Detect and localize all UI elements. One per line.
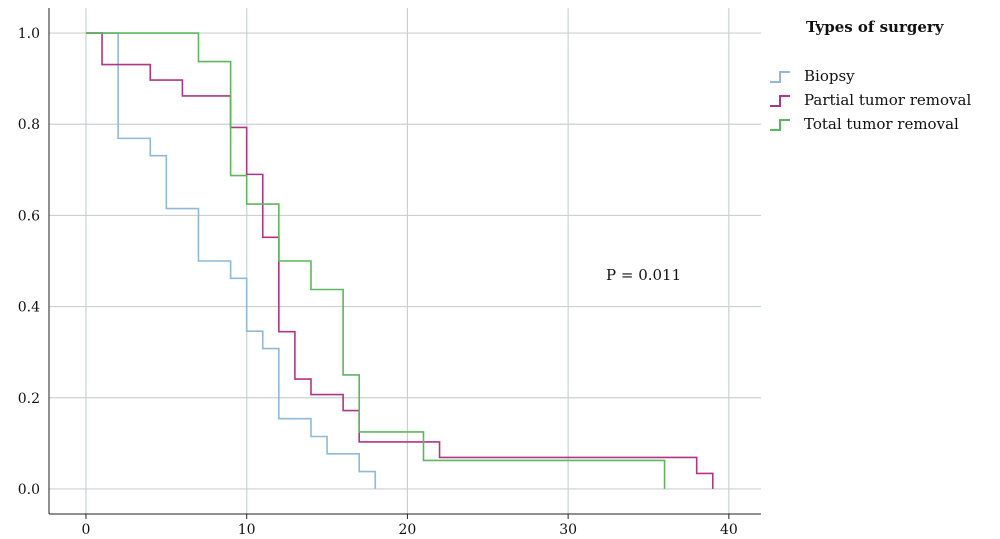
- legend-swatch-total-tumor-removal: [770, 119, 790, 131]
- y-tick-label: 0.2: [18, 391, 40, 407]
- y-tick-label: 0.4: [18, 300, 40, 316]
- x-tick-label: 0: [82, 522, 91, 538]
- y-tick-label: 1.0: [18, 26, 40, 42]
- legend-label-partial-tumor-removal: Partial tumor removal: [804, 91, 972, 109]
- y-tick-label: 0.6: [18, 208, 40, 224]
- p-value-annotation: P = 0.011: [606, 266, 682, 284]
- x-tick-label: 10: [238, 522, 256, 538]
- grid-lines: [49, 8, 761, 514]
- series-line-partial-tumor-removal: [85, 32, 714, 489]
- y-tick-label: 0.0: [18, 482, 40, 498]
- series-lines: [85, 32, 714, 489]
- legend-title: Types of surgery: [806, 18, 944, 36]
- legend-item-partial-tumor-removal: Partial tumor removal: [768, 88, 971, 112]
- x-tick-label: 30: [559, 522, 577, 538]
- series-line-biopsy: [85, 32, 377, 489]
- x-tick-label: 40: [720, 522, 738, 538]
- series-line-total-tumor-removal: [85, 32, 666, 489]
- legend-item-total-tumor-removal: Total tumor removal: [768, 112, 971, 136]
- legend-swatch-biopsy: [770, 71, 790, 83]
- y-tick-label: 0.8: [18, 117, 40, 133]
- axes: [48, 8, 761, 519]
- legend-item-biopsy: Biopsy: [768, 64, 971, 88]
- legend: Biopsy Partial tumor removal Total tumor…: [768, 64, 971, 136]
- legend-swatch-partial-tumor-removal: [770, 95, 790, 107]
- legend-label-biopsy: Biopsy: [804, 67, 855, 85]
- x-tick-label: 20: [398, 522, 416, 538]
- legend-label-total-tumor-removal: Total tumor removal: [804, 115, 959, 133]
- tick-labels: 0 10 20 30 40 0.0 0.2 0.4 0.6 0.8 1.0: [18, 26, 738, 538]
